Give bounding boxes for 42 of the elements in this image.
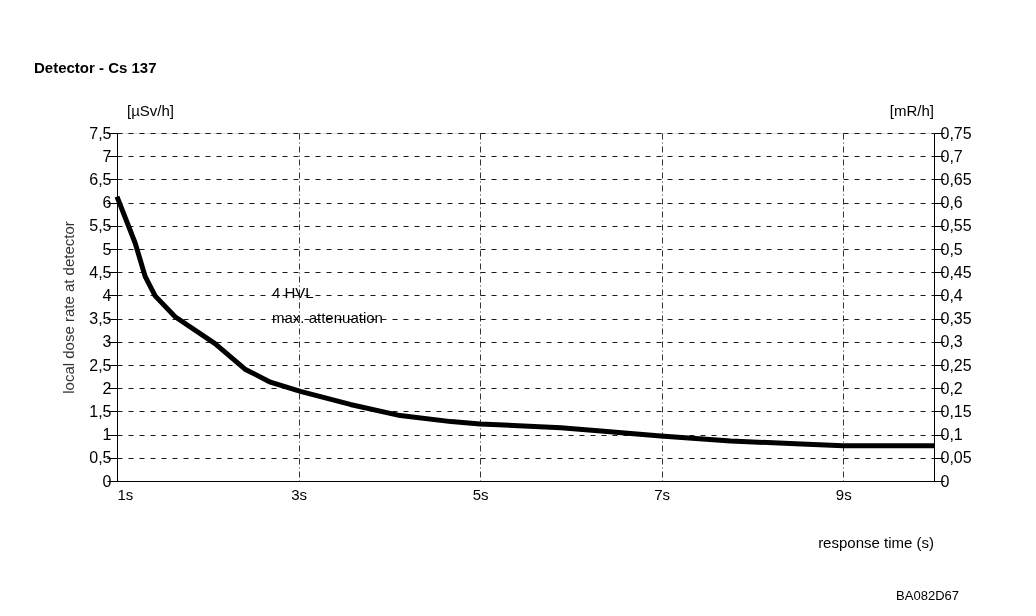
x-tick-label: 9s [835,485,852,503]
chart-title: Detector - Cs 137 [34,59,157,76]
annotation: max. attenuation [272,309,383,326]
y-tick-label: 5,5 [89,217,112,235]
y-tick-label: 4,5 [89,263,112,281]
y-tick-label: 4 [102,286,112,304]
y-tick-label: 2,5 [89,356,112,374]
y2-tick-label: 0,05 [940,449,972,467]
y2-axis-title: [mR/h] [889,102,934,119]
y-tick-label: 0 [102,472,112,490]
y2-tick-label: 0,75 [940,124,972,142]
y-tick-label: 6,5 [89,170,112,188]
y-tick-label: 0,5 [89,449,112,467]
y-tick-label: 1 [102,426,112,444]
annotation: 4 HVL [272,284,314,301]
y-tick-label: 7,5 [89,124,112,142]
y2-tick-label: 0,6 [940,194,963,212]
y2-tick-label: 0 [940,472,950,490]
text: [µSv/h] [127,102,174,119]
y-tick-label: 1,5 [89,402,112,420]
x-tick-label: 1s [117,485,134,503]
y2-tick-label: 0,5 [940,240,963,258]
y2-tick-label: 0,2 [940,379,963,397]
y2-tick-label: 0,1 [940,426,963,444]
y2-tick-label: 0,4 [940,286,963,304]
y2-tick-label: 0,35 [940,310,972,328]
y-axis-title: local dose rate at detector [60,221,78,394]
x-tick-label: 3s [291,485,307,503]
y2-tick-label: 0,15 [940,402,972,420]
y2-tick-label: 0,65 [940,170,972,188]
x-axis-title: response time (s) [818,534,934,551]
y-tick-label: 2 [102,379,112,397]
y2-tick-label: 0,45 [940,263,972,281]
y2-tick-label: 0,3 [940,333,963,351]
y-tick-label: 7 [102,147,112,165]
y-tick-label: 3,5 [89,310,112,328]
text: BA082D67 [896,588,959,603]
x-tick-label: 5s [472,485,489,503]
x-tick-label: 7s [654,485,671,503]
y2-tick-label: 0,7 [940,147,963,165]
y2-tick-label: 0,25 [940,356,972,374]
y2-tick-label: 0,55 [940,217,972,235]
